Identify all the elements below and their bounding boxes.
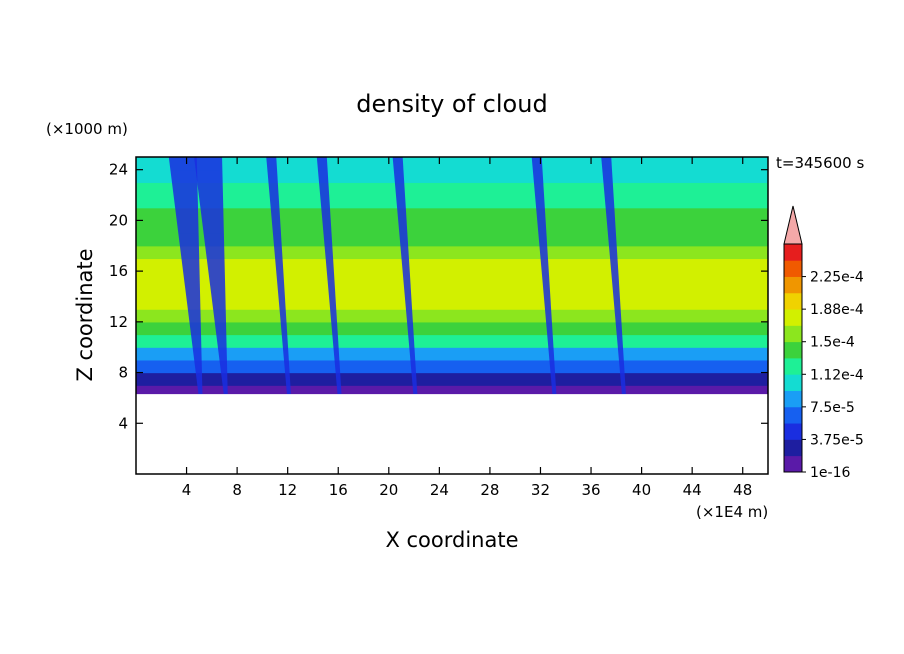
colorbar-overflow-arrow [783, 205, 803, 245]
y-axis: 4 8 12 16 20 24 [109, 161, 768, 432]
x-axis: 4 8 12 16 20 24 28 32 36 40 44 48 [182, 157, 752, 499]
colorbar-segment [784, 374, 802, 391]
downdraft-streak [601, 157, 626, 395]
colorbar-tick-label: 1.12e-4 [810, 367, 864, 383]
x-tick-label: 40 [632, 481, 651, 499]
colorbar: 1e-16 3.75e-5 7.5e-5 1.12e-4 1.5e-4 1.88e-4 2.… [783, 205, 864, 481]
density-band [136, 334, 768, 348]
chart-title: density of cloud [356, 90, 547, 118]
colorbar-segment [784, 358, 802, 375]
density-band [136, 258, 768, 272]
y-tick-label: 24 [109, 161, 128, 179]
plot-frame [135, 156, 769, 475]
downdraft-streak [194, 157, 228, 395]
colorbar-segment [784, 244, 802, 261]
colorbar-segment [784, 390, 802, 408]
colorbar-segment [784, 325, 802, 343]
x-tick-label: 36 [581, 481, 600, 499]
y-tick-label: 12 [109, 313, 128, 331]
downdraft-streak [316, 157, 342, 395]
density-band [136, 385, 768, 395]
y-tick-label: 20 [109, 211, 128, 229]
density-band [136, 347, 768, 361]
density-band [136, 271, 768, 285]
x-tick-label: 4 [182, 481, 192, 499]
x-tick-label: 28 [480, 481, 499, 499]
density-band [136, 372, 768, 386]
x-tick-label: 16 [329, 481, 348, 499]
density-band [136, 207, 768, 221]
colorbar-segment [784, 423, 802, 440]
colorbar-segment [784, 341, 802, 359]
colorbar-tick-label: 1.88e-4 [810, 302, 864, 318]
x-tick-label: 48 [733, 481, 752, 499]
x-tick-label: 44 [683, 481, 702, 499]
density-band [136, 309, 768, 323]
density-band [136, 182, 768, 196]
colorbar-segment [784, 455, 802, 473]
colorbar-segment [784, 260, 802, 277]
colorbar-segment [784, 406, 802, 424]
colorbar-tick-label: 2.25e-4 [810, 270, 864, 286]
density-band [136, 169, 768, 183]
plot-area [136, 157, 768, 474]
downdraft-streak [266, 157, 291, 395]
colorbar-tick-label: 3.75e-5 [810, 432, 864, 448]
y-axis-label: Z coordinate [73, 248, 97, 381]
density-band [136, 220, 768, 234]
colorbar-tick-label: 1.5e-4 [810, 335, 855, 351]
x-tick-label: 20 [379, 481, 398, 499]
x-tick-label: 8 [232, 481, 242, 499]
x-unit-label: (×1E4 m) [696, 503, 768, 521]
downdraft-streak [531, 157, 557, 395]
density-band [136, 283, 768, 298]
density-band [136, 195, 768, 209]
colorbar-tick-label: 1e-16 [810, 465, 850, 481]
downdraft-streak [392, 157, 418, 395]
density-band [136, 321, 768, 336]
density-band [136, 296, 768, 310]
density-band [136, 157, 768, 171]
x-tick-label: 24 [430, 481, 449, 499]
x-axis-label: X coordinate [385, 528, 518, 552]
y-tick-label: 8 [118, 364, 128, 382]
y-unit-label: (×1000 m) [46, 120, 128, 138]
y-tick-label: 4 [118, 414, 128, 432]
x-tick-label: 12 [278, 481, 297, 499]
density-band [136, 233, 768, 247]
colorbar-segment [784, 439, 802, 457]
clear-air-region [136, 394, 768, 474]
colorbar-frame [783, 243, 803, 473]
colorbar-segment [784, 292, 802, 310]
downdraft-streak [168, 157, 203, 395]
colorbar-segment [784, 276, 802, 294]
y-tick-label: 16 [109, 262, 128, 280]
density-band [136, 359, 768, 374]
x-tick-label: 32 [531, 481, 550, 499]
colorbar-tick-label: 7.5e-5 [810, 400, 855, 416]
colorbar-segment [784, 309, 802, 326]
time-label: t=345600 s [776, 154, 864, 172]
density-band [136, 245, 768, 260]
